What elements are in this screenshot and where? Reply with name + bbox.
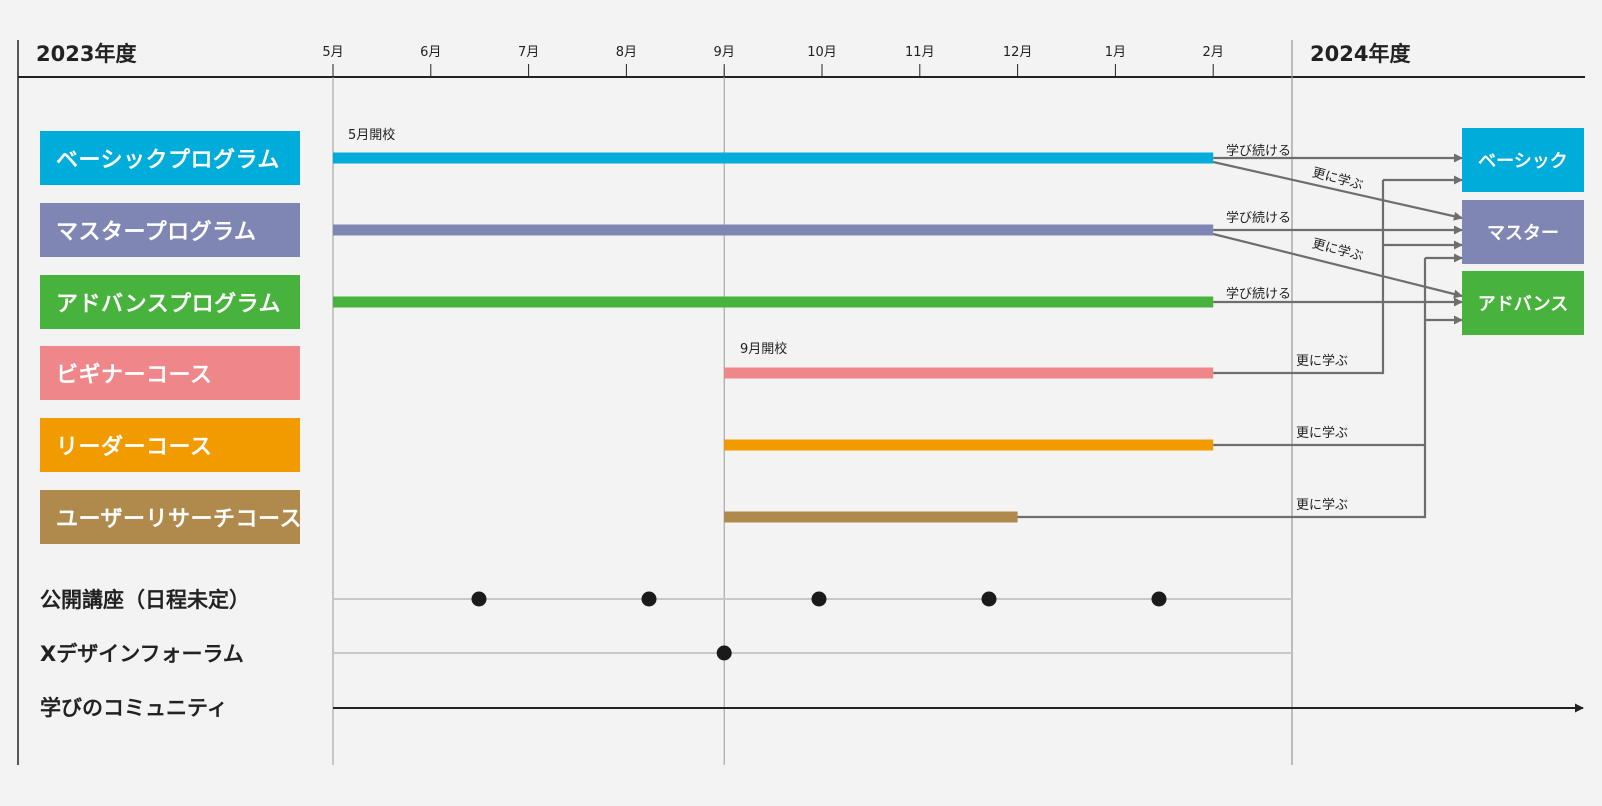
event-dot-open-lecture xyxy=(471,591,487,607)
dest-advance-box: アドバンス xyxy=(1462,271,1584,335)
year-start-label: 2023年度 xyxy=(36,42,137,66)
start-note-may: 5月開校 xyxy=(348,128,396,143)
arrow-further-master xyxy=(1212,232,1463,299)
month-label: 9月 xyxy=(713,45,735,60)
event-open-lecture-label: 公開講座（日程未定） xyxy=(40,588,250,612)
year-end-label: 2024年度 xyxy=(1310,42,1411,66)
dest-master-box: マスター xyxy=(1462,200,1584,264)
arrow-layer xyxy=(1017,153,1463,519)
month-label: 6月 xyxy=(420,45,442,60)
month-label: 10月 xyxy=(807,45,837,60)
arrow-further-user-research-trunk xyxy=(1017,258,1427,519)
month-label: 5月 xyxy=(322,45,344,60)
bar-layer xyxy=(333,152,1214,523)
month-label: 1月 xyxy=(1104,45,1127,60)
dest-basic-box: ベーシック xyxy=(1462,128,1584,192)
month-label: 8月 xyxy=(615,45,638,60)
event-dot-open-lecture xyxy=(981,591,997,607)
event-community-label: 学びのコミュニティ xyxy=(40,696,228,720)
course-beginner-box: ビギナーコース xyxy=(40,346,300,400)
flow-label-continue-advance: 学び続ける xyxy=(1226,287,1292,302)
program-basic-box: ベーシックプログラム xyxy=(40,131,300,185)
event-dot-open-lecture xyxy=(641,591,657,607)
arrow-further-basic xyxy=(1212,160,1463,221)
event-dot-open-lecture xyxy=(811,591,827,607)
course-leader-box: リーダーコース xyxy=(40,418,300,472)
month-label: 7月 xyxy=(517,45,540,60)
event-dot-open-lecture xyxy=(1151,591,1167,607)
flow-label-further-user-research: 更に学ぶ xyxy=(1296,498,1349,513)
flow-label-further-beginner: 更に学ぶ xyxy=(1296,354,1349,369)
program-advance-box: アドバンスプログラム xyxy=(40,275,300,329)
event-layer xyxy=(333,591,1584,713)
flow-label-continue-basic: 学び続ける xyxy=(1226,144,1292,159)
grid-layer xyxy=(17,40,1585,765)
start-note-sep: 9月開校 xyxy=(740,342,788,357)
event-dot-x-design-forum xyxy=(716,645,732,661)
month-label: 11月 xyxy=(905,45,935,60)
flow-label-continue-master: 学び続ける xyxy=(1226,211,1292,226)
month-label: 12月 xyxy=(1002,45,1033,60)
program-master-box: マスタープログラム xyxy=(40,203,300,257)
course-user-research-box: ユーザーリサーチコース xyxy=(40,490,301,544)
event-x-design-forum-label: Xデザインフォーラム xyxy=(40,642,244,666)
flow-label-further-leader: 更に学ぶ xyxy=(1296,426,1349,441)
month-label: 2月 xyxy=(1202,45,1224,60)
